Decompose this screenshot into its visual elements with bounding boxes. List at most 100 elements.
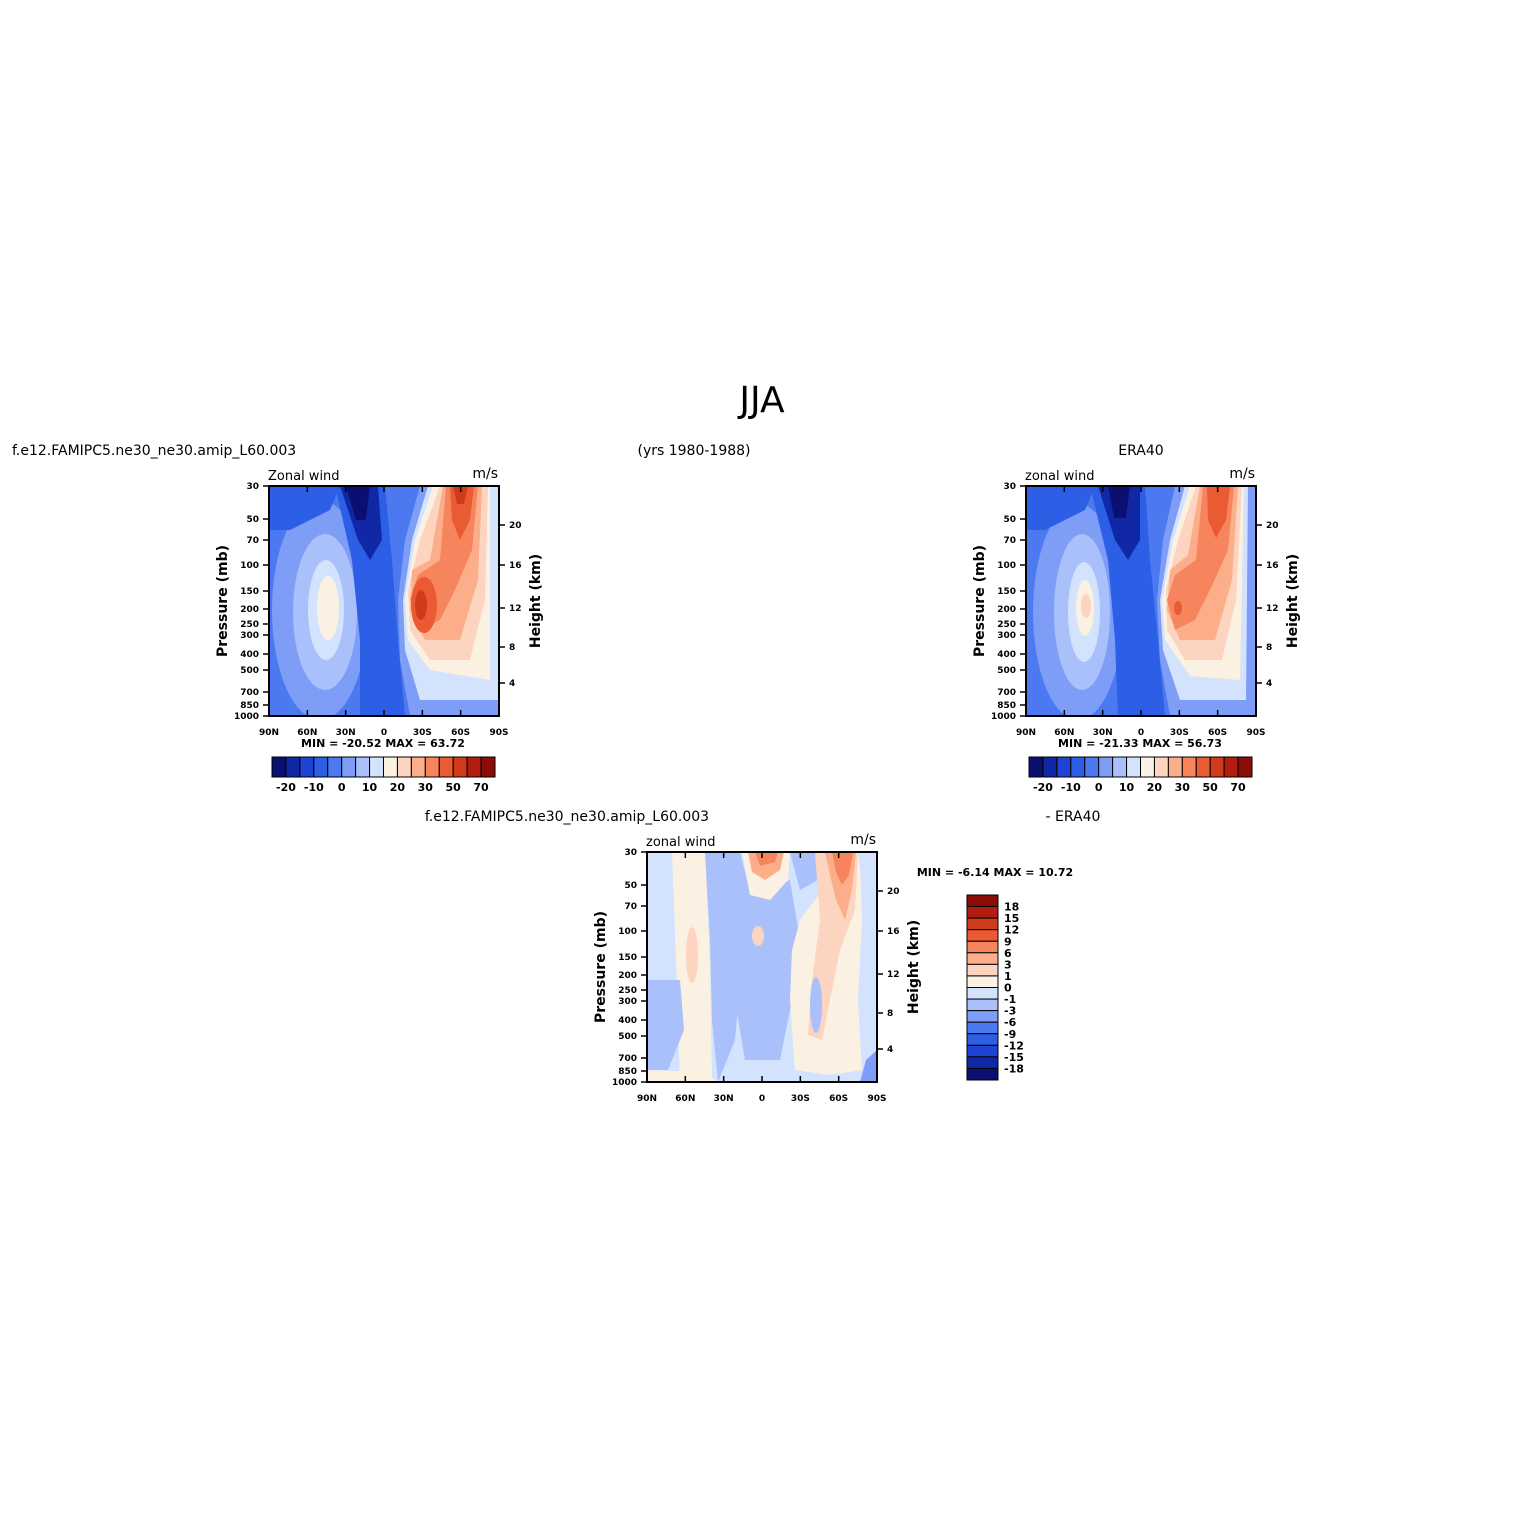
obs-colorbar-label: 70 (1230, 781, 1246, 794)
difference-y2-tick-label: 8 (887, 1009, 893, 1019)
obs-contour (1090, 486, 1165, 716)
model-colorbar-label: -10 (304, 781, 324, 794)
difference-colorbar-label: -9 (1004, 1028, 1016, 1041)
model-y-tick-label: 400 (240, 650, 259, 660)
obs-y-tick-label: 30 (1003, 482, 1016, 492)
difference-colorbar-swatch (966, 1021, 999, 1035)
obs-colorbar-label: 30 (1175, 781, 1191, 794)
model-y-tick-label: 850 (240, 701, 259, 711)
model-units-label: m/s (472, 466, 498, 482)
model-y-tick-label: 50 (246, 515, 259, 525)
model-y-tick-label: 300 (240, 631, 259, 641)
obs-x-tick-label: 90N (1016, 728, 1036, 738)
difference-colorbar-label: 15 (1004, 912, 1019, 925)
obs-colorbar-label: -10 (1061, 781, 1081, 794)
difference-y-tick-label: 850 (618, 1067, 637, 1077)
difference-colorbar-label: -15 (1004, 1051, 1024, 1064)
model-y2-axis-label: Height (km) (528, 554, 544, 648)
difference-colorbar-swatch (966, 940, 999, 954)
obs-colorbar-swatch (1126, 756, 1141, 778)
obs-x-tick-label: 90S (1246, 728, 1265, 738)
right-run-label: ERA40 (1118, 443, 1163, 459)
model-contour (269, 486, 340, 530)
obs-y-tick-label: 400 (997, 650, 1016, 660)
model-panel-title: Zonal wind (268, 469, 340, 484)
model-contour (317, 576, 339, 640)
model-colorbar-label: 30 (418, 781, 434, 794)
difference-units-label: m/s (850, 832, 876, 848)
obs-colorbar-label: 0 (1095, 781, 1103, 794)
obs-colorbar-swatch (1153, 756, 1169, 778)
diff-contour (647, 980, 684, 1070)
difference-colorbar-swatch (966, 1044, 999, 1058)
diff-left-label: f.e12.FAMIPC5.ne30_ne30.amip_L60.003 (425, 809, 709, 825)
diff-contour (755, 852, 778, 866)
difference-colorbar-swatch (966, 894, 999, 908)
model-y-tick-label: 1000 (234, 712, 259, 722)
diff-contour (647, 1070, 720, 1082)
obs-y-tick-label: 850 (997, 701, 1016, 711)
difference-colorbar-swatch (966, 1033, 999, 1046)
difference-colorbar-label: 0 (1004, 982, 1012, 995)
obs-colorbar-swatch (1223, 756, 1239, 778)
model-colorbar-label: 50 (446, 781, 462, 794)
model-x-tick-label: 0 (381, 728, 387, 738)
model-y-tick-label: 150 (240, 587, 259, 597)
difference-y2-tick-label: 12 (887, 970, 900, 980)
difference-y2-axis-label: Height (km) (906, 920, 922, 1014)
difference-colorbar-swatch (966, 975, 999, 988)
difference-colorbar-swatch (966, 952, 999, 965)
model-x-tick-label: 90N (259, 728, 279, 738)
difference-y-tick-label: 300 (618, 997, 637, 1007)
diff-contour (790, 852, 820, 890)
model-colorbar-swatch (480, 756, 496, 778)
obs-colorbar-swatch (1056, 756, 1072, 778)
obs-y2-tick-label: 8 (1266, 643, 1272, 653)
model-y-axis-label: Pressure (mb) (215, 545, 231, 657)
model-contour (335, 486, 405, 716)
diff-contour (860, 1050, 877, 1082)
difference-y-tick-label: 1000 (612, 1078, 637, 1088)
difference-y-tick-label: 700 (618, 1054, 637, 1064)
model-colorbar-swatch (285, 756, 301, 778)
obs-y2-tick-label: 20 (1266, 521, 1279, 531)
obs-y-axis-label: Pressure (mb) (972, 545, 988, 657)
model-contour (346, 486, 370, 520)
model-colorbar-swatch (383, 756, 398, 778)
difference-colorbar-swatch (966, 1056, 999, 1069)
difference-colorbar-label: -6 (1004, 1016, 1017, 1029)
difference-zonal-wind-panel (647, 852, 877, 1082)
model-colorbar-label: 20 (390, 781, 406, 794)
difference-colorbar-label: 18 (1004, 901, 1019, 914)
model-y-tick-label: 200 (240, 605, 259, 615)
model-colorbar-swatch (313, 756, 329, 778)
obs-colorbar-swatch (1140, 756, 1155, 778)
obs-colorbar-label: 50 (1203, 781, 1219, 794)
difference-colorbar-swatch (966, 1010, 999, 1023)
difference-colorbar-swatch (966, 917, 999, 931)
obs-contour (1098, 486, 1140, 560)
obs-y-tick-label: 70 (1003, 536, 1016, 546)
obs-y-tick-label: 500 (997, 666, 1016, 676)
difference-colorbar-label: -3 (1004, 1005, 1016, 1018)
difference-y2-tick-label: 20 (887, 887, 900, 897)
page-title: JJA (737, 380, 785, 421)
model-colorbar-swatch (424, 756, 440, 778)
obs-contour (1026, 486, 1095, 530)
left-run-label: f.e12.FAMIPC5.ne30_ne30.amip_L60.003 (12, 443, 296, 459)
obs-colorbar-swatch (1098, 756, 1114, 778)
obs-colorbar-swatch (1181, 756, 1197, 778)
model-colorbar-label: 0 (338, 781, 346, 794)
model-colorbar-swatch (327, 756, 343, 778)
model-y2-tick-label: 16 (509, 561, 522, 571)
obs-y2-tick-label: 4 (1266, 679, 1272, 689)
difference-y-tick-label: 70 (624, 902, 637, 912)
model-colorbar-swatch (396, 756, 412, 778)
obs-x-tick-label: 30S (1170, 728, 1189, 738)
model-y-tick-label: 700 (240, 688, 259, 698)
difference-y-tick-label: 100 (618, 927, 637, 937)
obs-y2-tick-label: 12 (1266, 604, 1279, 614)
model-colorbar-label: -20 (276, 781, 296, 794)
diff-contour (735, 880, 800, 1060)
